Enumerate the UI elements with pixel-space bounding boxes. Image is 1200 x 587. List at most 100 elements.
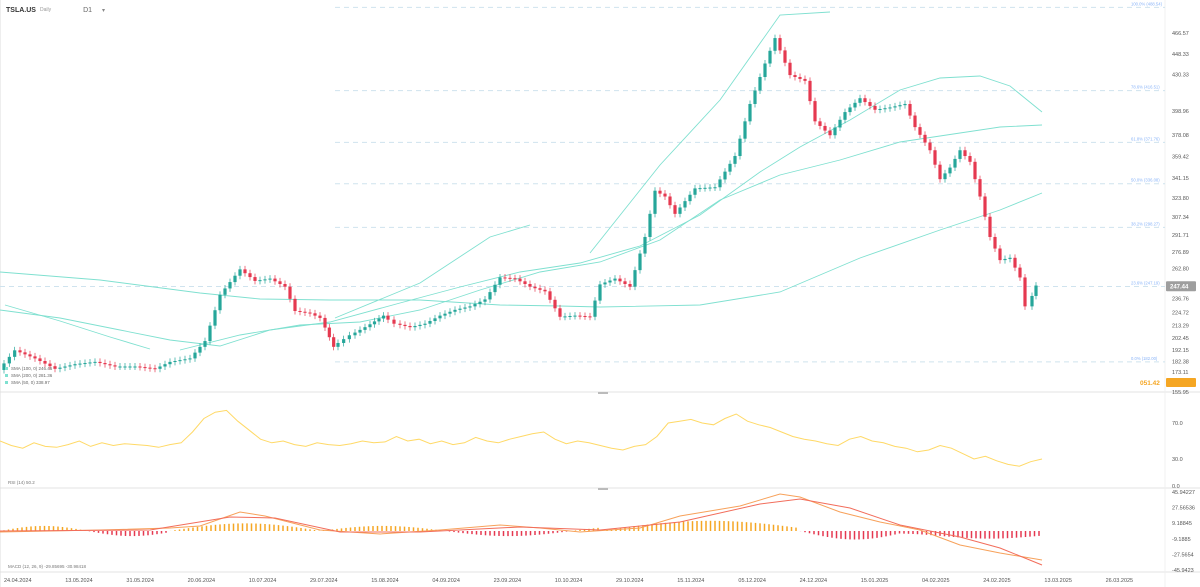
fibonacci-levels: 100.0% (488.54) 78.6% (416.51) 61.8% (371.… [0, 1, 1165, 363]
rsi-line [0, 409, 1043, 467]
sma-line [179, 124, 1043, 351]
candle-body [143, 367, 147, 369]
candle-body [258, 280, 262, 282]
price-tick-label: 448.33 [1172, 52, 1189, 58]
date-axis: 24.04.2024 13.05.2024 31.05.2024 20.06.2024… [4, 578, 1133, 584]
candle-body [153, 368, 157, 370]
candle-body [618, 278, 622, 282]
price-tick-label: 359.42 [1172, 155, 1189, 161]
date-tick-label: 04.02.2025 [922, 578, 950, 584]
price-tick-label: 173.11 [1172, 370, 1188, 376]
candle-body [1013, 257, 1017, 268]
indicator-legend: SMA (100, 0) 246.46 SMA (200, 0) 281.36 SM… [5, 366, 53, 385]
candle-body [758, 77, 762, 91]
price-tick-label: 323.80 [1172, 196, 1189, 202]
candle-body [658, 190, 662, 194]
candle-body [103, 363, 107, 365]
candle-body [238, 269, 242, 276]
macd-signal-line [0, 498, 1043, 566]
candle-body [353, 332, 357, 336]
candle-body [283, 284, 287, 287]
candle-body [933, 150, 937, 165]
macd-level-label: -45.9423 [1172, 568, 1194, 574]
date-tick-label: 23.09.2024 [494, 578, 522, 584]
chart-header: TSLA.US Daily D1 ▾ [6, 3, 105, 17]
candle-body [336, 342, 340, 347]
chevron-down-icon[interactable]: ▾ [102, 7, 106, 14]
candle-body [718, 179, 722, 188]
candle-body [968, 156, 972, 162]
macd-level-label: 45.94227 [1172, 490, 1195, 496]
candle-body [783, 50, 787, 63]
candle-body [953, 158, 957, 168]
candle-body [568, 316, 572, 318]
candle-body [668, 196, 672, 206]
interval-selector[interactable]: D1 [83, 6, 93, 14]
candle-body [763, 63, 767, 78]
legend-item: SMA (200, 0) 281.36 [11, 373, 53, 378]
candle-body [1003, 258, 1007, 261]
candle-body [678, 207, 682, 214]
candle-body [38, 358, 42, 362]
candle-body [318, 315, 322, 318]
candle-body [833, 127, 837, 136]
candle-body [788, 62, 792, 76]
rsi-level-label: 0.0 [1172, 484, 1180, 490]
candle-body [908, 103, 912, 116]
candle-body [438, 315, 442, 319]
candle-body [798, 77, 802, 79]
fib-level-label: 61.8% (371.76) [1131, 136, 1160, 141]
candle-body [278, 281, 282, 285]
candle-body [993, 236, 997, 249]
date-tick-label: 15.01.2025 [861, 578, 889, 584]
date-tick-label: 15.08.2024 [371, 578, 399, 584]
price-tick-label: 262.80 [1172, 266, 1189, 272]
price-tick-label: 155.95 [1172, 390, 1189, 396]
candle-body [228, 282, 232, 289]
candle-body [1030, 295, 1034, 307]
candle-body [893, 106, 897, 108]
pane-resize-handle [598, 488, 608, 490]
candle-body [753, 90, 757, 104]
candle-body [78, 363, 82, 365]
candle-body [433, 318, 437, 322]
candle-body [377, 318, 381, 322]
rsi-level-label: 30.0 [1172, 457, 1183, 463]
candle-body [58, 367, 62, 369]
candle-body [643, 236, 647, 254]
macd-legend: MACD (12, 26, 9) -29.85695 -30.98418 [8, 564, 87, 569]
price-tick-label: 307.34 [1172, 215, 1189, 221]
price-tick-label: 236.76 [1172, 297, 1189, 303]
price-axis: 466.57 448.33 430.33 398.96 378.08 359.42 341.… [1140, 31, 1196, 396]
symbol-label[interactable]: TSLA.US [6, 6, 36, 14]
candle-body [443, 313, 447, 316]
macd-level-label: 9.18845 [1172, 521, 1192, 527]
candle-body [623, 281, 627, 285]
candle-body [263, 279, 267, 281]
candle-body [386, 315, 390, 320]
candle-body [193, 352, 197, 359]
candle-body [53, 366, 57, 369]
candle-body [463, 307, 467, 309]
candle-body [213, 310, 217, 326]
candle-body [1018, 267, 1022, 278]
date-tick-label: 20.06.2024 [188, 578, 216, 584]
candle-body [253, 277, 257, 281]
sma-line [4, 304, 151, 350]
candle-body [708, 187, 712, 189]
candle-body [248, 273, 252, 278]
candle-body [598, 284, 602, 301]
candle-body [128, 366, 132, 368]
candle-body [347, 335, 351, 340]
candle-body [188, 358, 192, 360]
candle-body [828, 130, 832, 136]
candle-body [713, 187, 717, 189]
candle-body [68, 365, 72, 367]
date-tick-label: 15.11.2024 [677, 578, 704, 584]
candle-body [613, 278, 617, 281]
candle-body [603, 282, 607, 285]
candle-body [243, 269, 247, 274]
